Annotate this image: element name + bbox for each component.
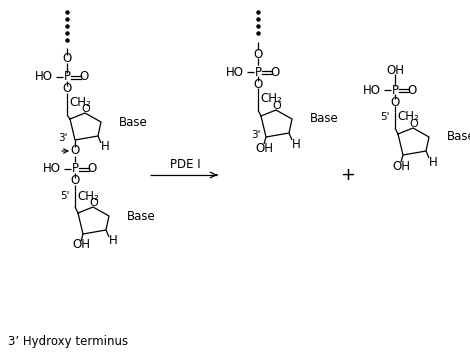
Text: O: O — [82, 104, 90, 114]
Text: HO: HO — [35, 71, 53, 84]
Text: H: H — [101, 140, 110, 153]
Text: CH₂: CH₂ — [260, 93, 282, 105]
Text: PDE I: PDE I — [170, 158, 200, 171]
Text: Base: Base — [127, 210, 156, 222]
Text: O: O — [63, 53, 71, 66]
Text: HO: HO — [363, 84, 381, 96]
Text: O: O — [79, 71, 89, 84]
Text: O: O — [70, 144, 79, 158]
Text: H: H — [429, 156, 438, 168]
Text: O: O — [90, 198, 98, 208]
Text: CH₂: CH₂ — [77, 189, 99, 202]
Text: OH: OH — [255, 141, 273, 154]
Text: Base: Base — [447, 130, 470, 144]
Text: Base: Base — [119, 116, 148, 129]
Text: P: P — [71, 162, 78, 175]
Text: HO: HO — [226, 66, 244, 78]
Text: P: P — [63, 71, 70, 84]
Text: P: P — [392, 84, 399, 96]
Text: O: O — [410, 119, 418, 129]
Text: H: H — [291, 138, 300, 150]
Text: O: O — [87, 162, 97, 175]
Text: 3’ Hydroxy terminus: 3’ Hydroxy terminus — [8, 335, 128, 348]
Text: HO: HO — [43, 162, 61, 175]
Text: CH₂: CH₂ — [69, 96, 91, 109]
Text: O: O — [70, 175, 79, 188]
Text: 3': 3' — [251, 130, 261, 140]
Text: H: H — [109, 234, 118, 248]
Text: O: O — [63, 82, 71, 95]
Text: O: O — [270, 66, 280, 78]
Text: OH: OH — [72, 238, 90, 252]
Text: OH: OH — [392, 159, 410, 172]
Text: 5': 5' — [381, 112, 390, 122]
Text: O: O — [253, 77, 263, 90]
Text: O: O — [253, 48, 263, 60]
Text: +: + — [340, 166, 355, 184]
Text: O: O — [391, 95, 400, 108]
Text: O: O — [273, 101, 282, 111]
Text: P: P — [254, 66, 261, 78]
Text: 5': 5' — [61, 191, 70, 201]
Text: O: O — [407, 84, 416, 96]
Text: Base: Base — [310, 112, 339, 126]
Text: OH: OH — [386, 63, 404, 77]
Text: 3': 3' — [58, 133, 68, 143]
Text: CH₂: CH₂ — [397, 111, 419, 123]
